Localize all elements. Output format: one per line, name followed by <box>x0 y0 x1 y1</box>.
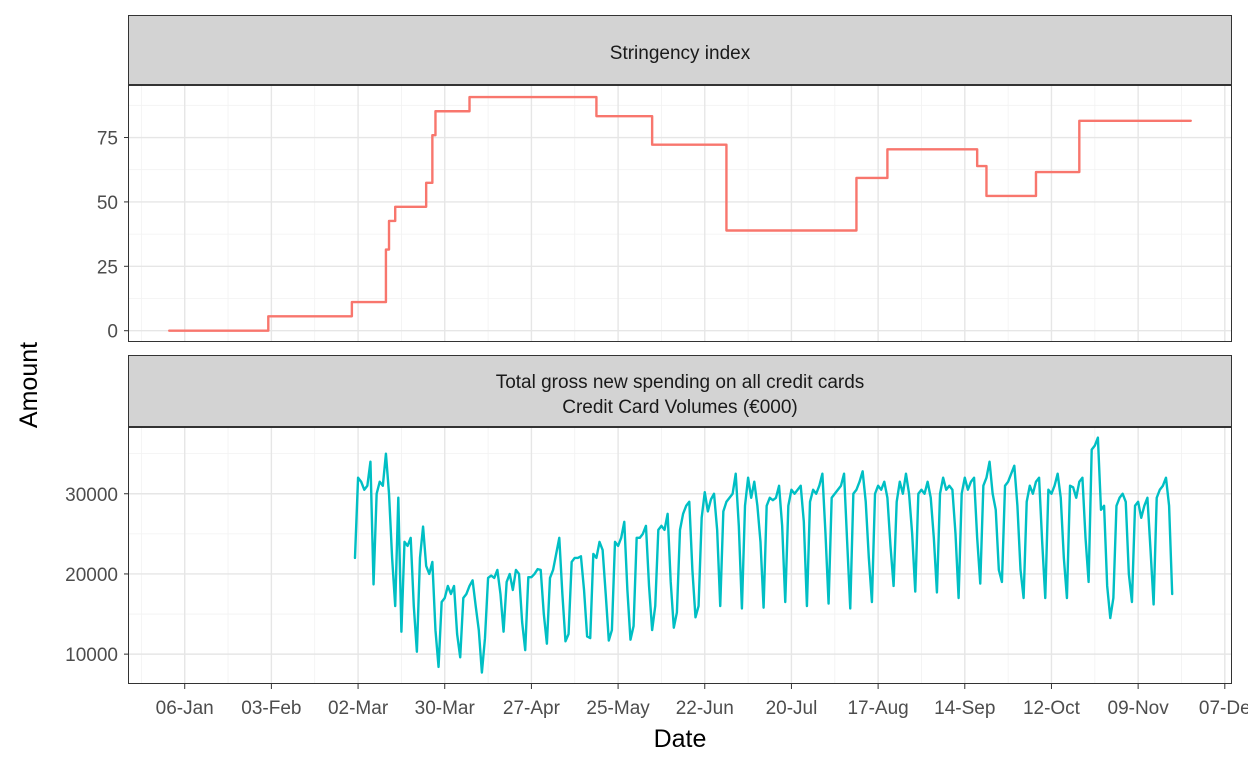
series-line-2 <box>353 436 1174 674</box>
x-axis-title: Date <box>654 725 707 753</box>
y-tick-label: 20000 <box>65 565 118 586</box>
panel2-series <box>353 436 1174 674</box>
x-tick-label: 25-May <box>586 698 650 719</box>
y-tick-label: 50 <box>97 193 118 214</box>
panel2-strip: Total gross new spending on all credit c… <box>128 355 1232 428</box>
x-tick-label: 14-Sep <box>934 698 995 719</box>
panel2-y-axis: 10000 20000 30000 <box>65 485 128 666</box>
x-tick-label: 03-Feb <box>241 698 301 719</box>
series-line-1 <box>168 95 1192 332</box>
y-tick-label: 75 <box>97 129 118 150</box>
y-tick-label: 25 <box>97 257 118 278</box>
panel1-y-axis: 0 25 50 75 <box>97 129 128 343</box>
x-axis: 06-Jan 03-Feb 02-Mar 30-Mar 27-Apr 25-May 22-J… <box>156 684 1248 719</box>
x-tick-label: 22-Jun <box>676 698 734 719</box>
panel2-title-line1: Total gross new spending on all credit c… <box>496 372 865 393</box>
panel1-grid <box>129 86 1231 341</box>
x-tick-label: 12-Oct <box>1023 698 1081 719</box>
y-axis-title: Amount <box>15 342 43 428</box>
panel1-border <box>128 85 1232 342</box>
panel1-strip: Stringency index <box>128 15 1232 86</box>
x-tick-label: 06-Jan <box>156 698 214 719</box>
y-tick-label: 0 <box>107 322 118 343</box>
x-tick-label: 02-Mar <box>328 698 389 719</box>
x-tick-label: 30-Mar <box>415 698 476 719</box>
x-tick-label: 27-Apr <box>503 698 561 719</box>
panel1-title: Stringency index <box>610 43 751 64</box>
y-tick-label: 10000 <box>65 645 118 666</box>
x-tick-label: 09-Nov <box>1108 698 1170 719</box>
x-tick-label: 17-Aug <box>847 698 908 719</box>
x-tick-label: 07-De <box>1199 698 1248 719</box>
panel2-border <box>128 427 1232 684</box>
panel2-title-line2: Credit Card Volumes (€000) <box>562 397 798 418</box>
y-tick-label: 30000 <box>65 485 118 506</box>
panel1-series <box>168 95 1192 332</box>
x-tick-label: 20-Jul <box>766 698 818 719</box>
